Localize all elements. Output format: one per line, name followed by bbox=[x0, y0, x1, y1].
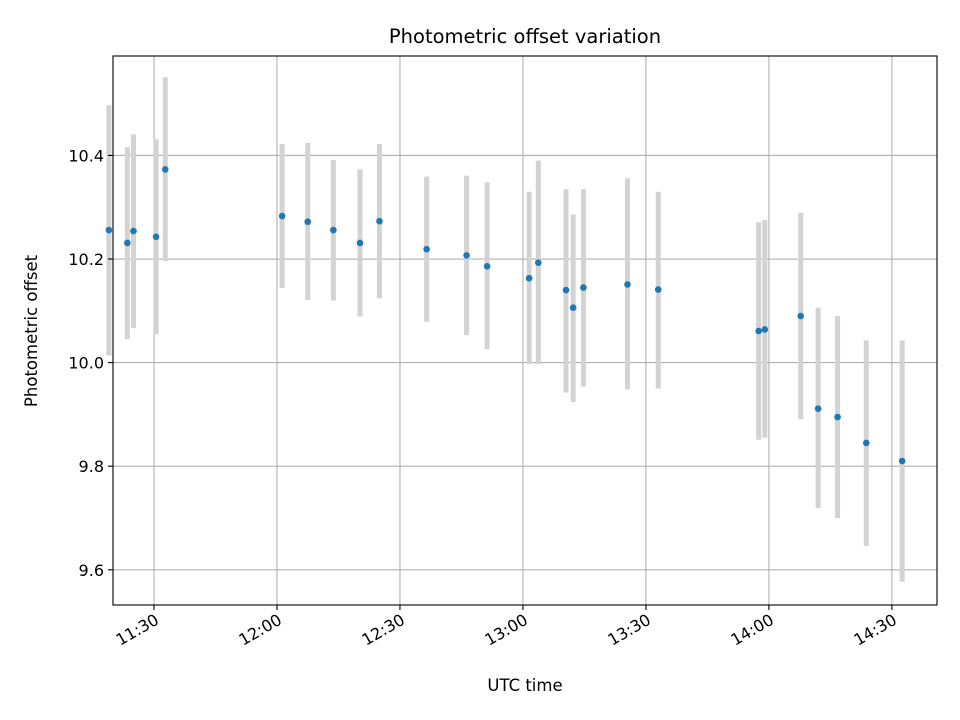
data-point bbox=[654, 286, 662, 293]
data-point bbox=[161, 166, 169, 173]
data-point bbox=[105, 226, 113, 234]
data-point bbox=[356, 239, 364, 247]
chart-title: Photometric offset variation bbox=[389, 25, 661, 48]
data-point bbox=[152, 233, 160, 241]
y-axis-label: Photometric offset bbox=[22, 254, 41, 407]
data-point bbox=[124, 239, 131, 247]
data-points bbox=[105, 166, 906, 465]
data-point bbox=[463, 252, 470, 259]
data-point bbox=[525, 274, 533, 282]
data-point bbox=[797, 312, 804, 320]
x-axis-label: UTC time bbox=[487, 676, 562, 695]
y-tick-label: 9.8 bbox=[79, 457, 104, 476]
data-point bbox=[278, 212, 286, 220]
data-point bbox=[580, 284, 587, 291]
data-point bbox=[130, 227, 137, 235]
data-point bbox=[761, 326, 769, 333]
data-point bbox=[535, 259, 542, 266]
data-point bbox=[304, 218, 312, 226]
data-point bbox=[330, 226, 337, 234]
y-tick-label: 10.2 bbox=[68, 250, 104, 269]
data-point bbox=[862, 439, 870, 447]
data-point bbox=[624, 281, 631, 288]
data-point bbox=[376, 217, 383, 225]
data-point bbox=[569, 304, 577, 312]
data-point bbox=[898, 457, 906, 465]
y-tick-label: 9.6 bbox=[79, 561, 104, 580]
data-point bbox=[834, 413, 841, 421]
data-point bbox=[483, 262, 491, 270]
data-point bbox=[814, 405, 822, 413]
plot-area-background bbox=[113, 56, 937, 605]
y-tick-label: 10.0 bbox=[68, 354, 104, 373]
plot-frame bbox=[112, 55, 938, 606]
data-point bbox=[423, 245, 430, 253]
y-tick-label: 10.4 bbox=[68, 146, 104, 165]
data-point bbox=[562, 286, 570, 294]
data-point bbox=[755, 327, 762, 335]
